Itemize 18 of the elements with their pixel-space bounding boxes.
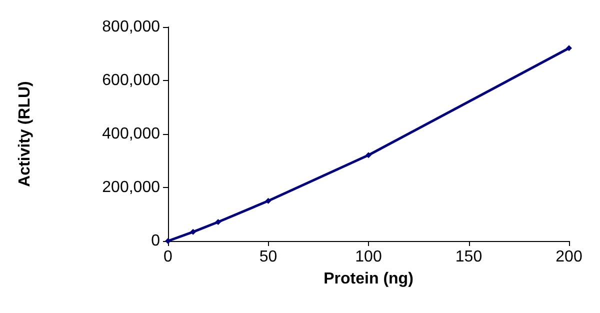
y-tick-label: 200,000 [102,179,160,196]
x-tick-label: 0 [164,248,173,266]
point [215,219,222,226]
y-tick-label: 400,000 [102,126,160,142]
y-axis-title: Activity (RLU) [16,81,34,187]
x-axis-title: Protein (ng) [324,270,414,288]
y-tick-label: 800,000 [102,18,160,36]
x-tick-label: 150 [455,248,482,266]
point [265,198,272,204]
x-tick-label: 100 [355,248,382,266]
point [165,238,171,244]
x-tick-label: 200 [556,248,582,266]
point [566,45,572,52]
x-tick-label: 50 [259,248,278,266]
y-tick-label: 600,000 [102,72,160,89]
y-tick-label: 0 [151,232,160,250]
point [366,152,372,158]
point [190,228,196,235]
